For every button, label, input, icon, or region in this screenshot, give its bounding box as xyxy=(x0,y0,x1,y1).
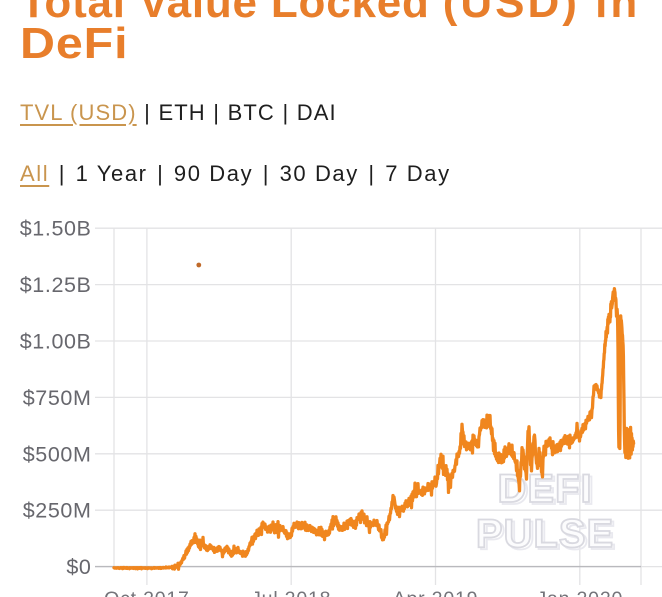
svg-text:Apr 2019: Apr 2019 xyxy=(393,588,479,597)
svg-text:PULSE: PULSE xyxy=(476,512,614,556)
svg-text:PULSE: PULSE xyxy=(478,514,616,558)
svg-text:DEFI: DEFI xyxy=(500,469,595,513)
svg-text:$500M: $500M xyxy=(23,442,92,466)
svg-text:$250M: $250M xyxy=(23,499,92,523)
svg-text:Jul 2018: Jul 2018 xyxy=(251,588,331,597)
svg-text:Oct 2017: Oct 2017 xyxy=(104,588,190,597)
svg-text:$1.50B: $1.50B xyxy=(20,217,92,241)
svg-text:Jan 2020: Jan 2020 xyxy=(536,588,623,597)
svg-text:DEFI: DEFI xyxy=(497,467,592,511)
svg-text:$1.25B: $1.25B xyxy=(20,273,92,297)
svg-text:$1.00B: $1.00B xyxy=(20,330,92,354)
svg-text:$0: $0 xyxy=(66,555,91,579)
svg-text:$750M: $750M xyxy=(23,386,92,410)
